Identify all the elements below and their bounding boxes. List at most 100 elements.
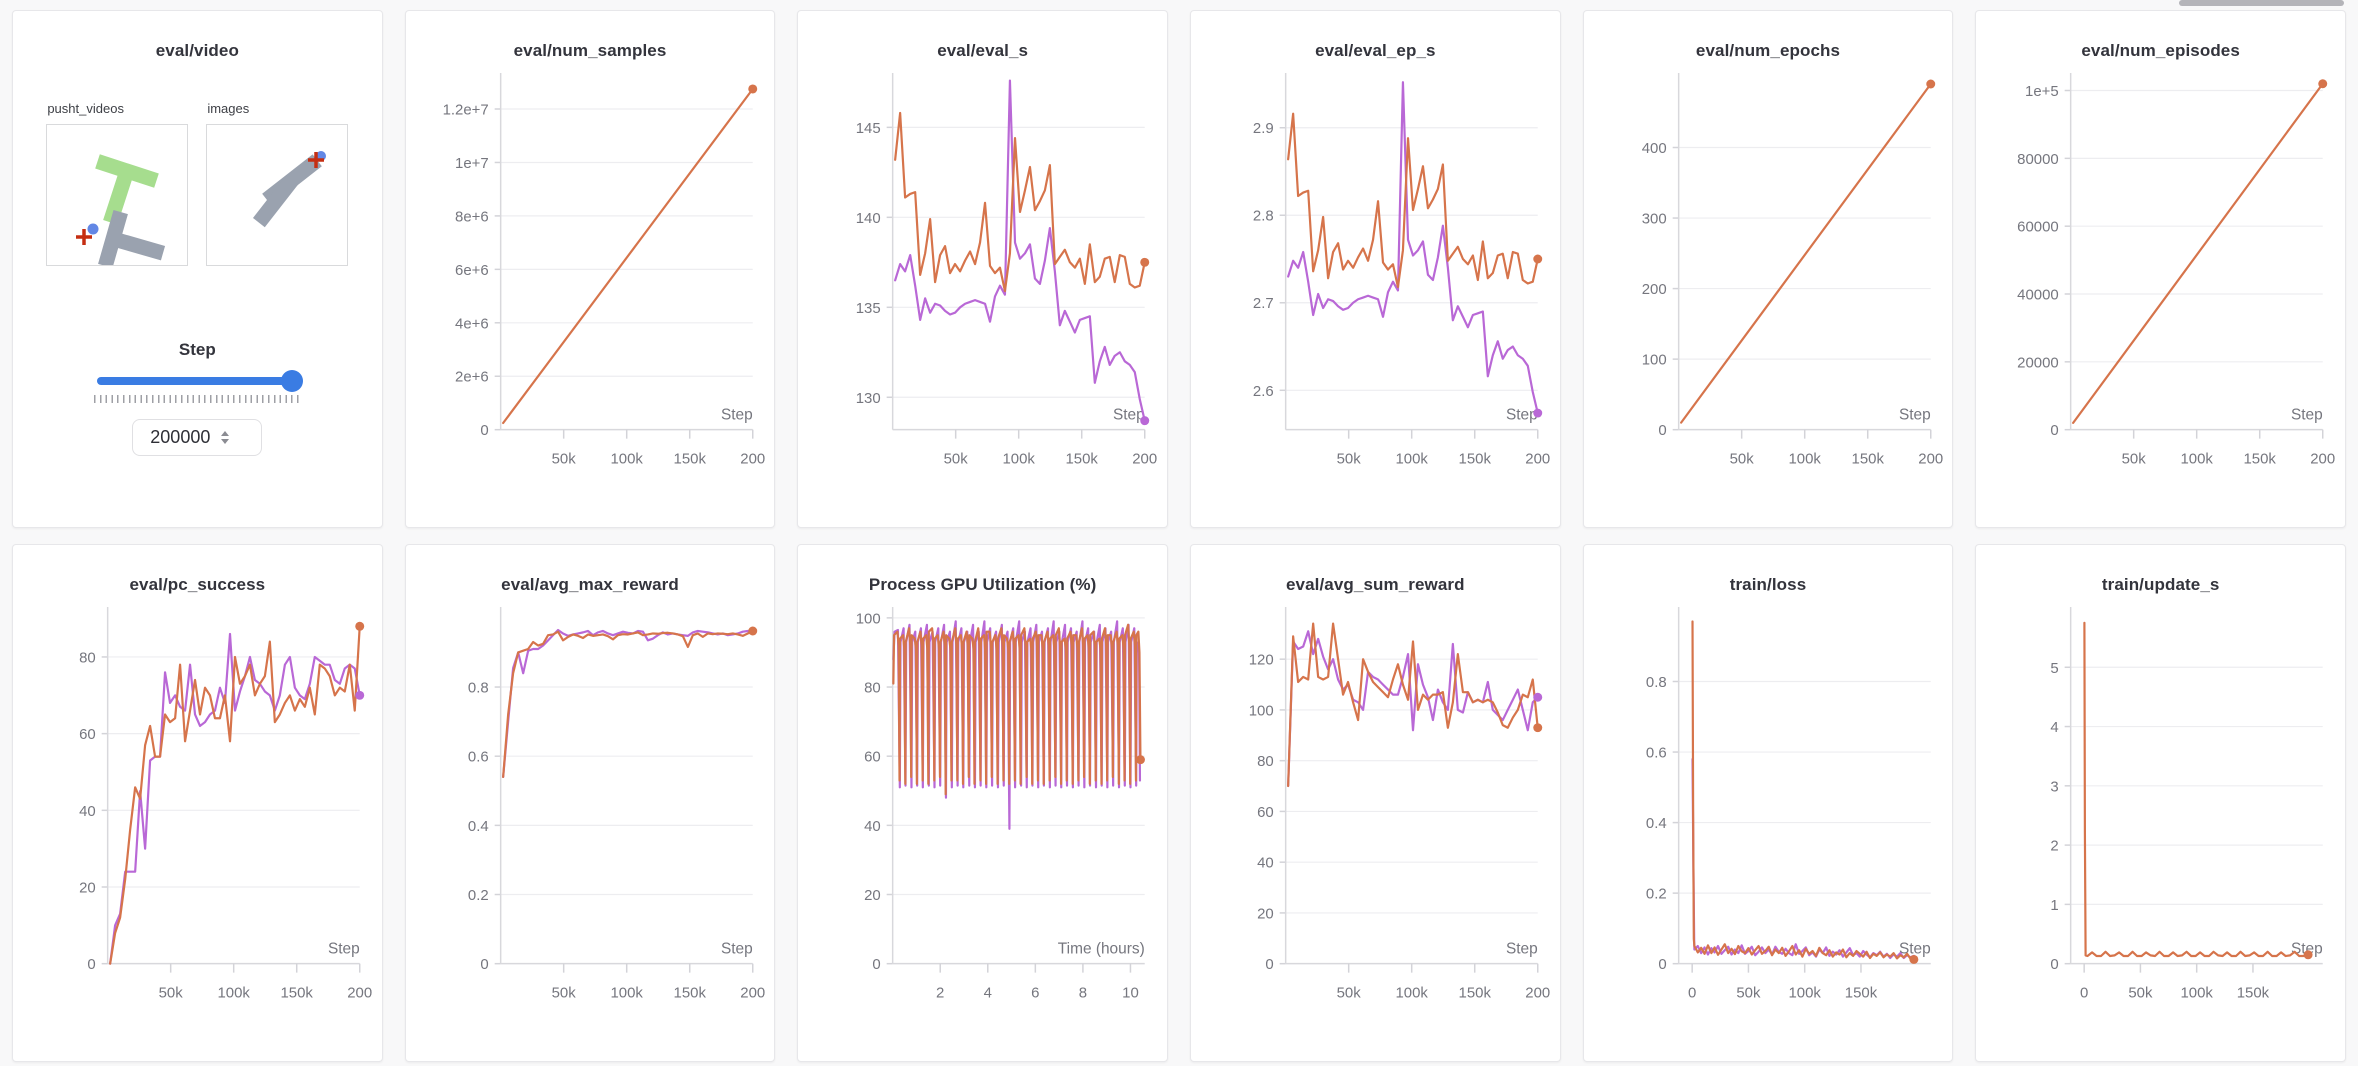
y-tick-label: 60000 (2017, 219, 2059, 236)
series-line-run-purple (501, 628, 754, 779)
series-line-run-purple (894, 79, 1147, 422)
x-tick-label: 150k (1459, 985, 1492, 1002)
chart-panel-eval-pc-success[interactable]: eval/pc_success 0 20 40 60 80 50k 100k 150k 200 St… (12, 544, 383, 1062)
x-tick-label: 2 (936, 985, 944, 1002)
y-tick-label: 0.6 (468, 749, 489, 766)
x-tick-label: 200 (1918, 451, 1943, 468)
x-tick-label: 10 (1122, 985, 1139, 1002)
chart-canvas-train-update-s: 0 1 2 3 4 5 0 50k 100k 150k Step (2051, 606, 2324, 1002)
media-panel-eval-video[interactable]: eval/video pusht_videos images (12, 10, 383, 528)
chart-title: eval/avg_max_reward (501, 575, 679, 594)
chart-panel-eval-num-epochs[interactable]: eval/num_epochs 0 100 200 300 400 50k 100k 150k 2… (1582, 10, 1954, 528)
chart-panel-eval-eval-s[interactable]: eval/eval_s 130 135 140 145 50k 100k 150k 200 Ste… (797, 10, 1168, 528)
y-tick-label: 300 (1641, 211, 1666, 228)
y-tick-label: 60 (1257, 804, 1274, 821)
y-tick-label: 135 (856, 300, 881, 317)
series-end-dot-run-orange (1140, 257, 1150, 267)
series-line-run-orange (1679, 82, 1932, 424)
x-tick-label: 100k (1395, 985, 1428, 1002)
step-input[interactable] (132, 419, 263, 456)
x-tick-label: 200 (1525, 985, 1550, 1002)
scrollbar-thumb[interactable] (2179, 0, 2344, 6)
y-tick-label: 2e+6 (455, 369, 489, 386)
x-tick-label: 50k (2122, 451, 2147, 468)
y-tick-label: 140 (856, 210, 881, 227)
images-thumbnail[interactable] (206, 124, 349, 266)
y-tick-label: 2.6 (1253, 383, 1274, 400)
step-slider[interactable] (97, 370, 304, 392)
y-tick-label: 40 (864, 818, 881, 835)
x-tick-label: 50k (1337, 451, 1362, 468)
series-line-run-orange (2072, 82, 2325, 424)
chart-canvas-eval-pc-success: 0 20 40 60 80 50k 100k 150k 200 Step (79, 606, 372, 1002)
x-tick-label: 0 (1688, 985, 1696, 1002)
series-line-run-orange (892, 623, 1142, 796)
chart-title: Process GPU Utilization (%) (868, 575, 1097, 594)
chart-panel-eval-num-episodes[interactable]: eval/num_episodes 0 20000 40000 60000 80000 1e… (1975, 10, 2346, 528)
y-tick-label: 0 (480, 956, 488, 973)
x-tick-label: 100k (2181, 985, 2214, 1002)
y-tick-label: 0 (1658, 956, 1666, 973)
y-tick-label: 0.4 (468, 818, 489, 835)
x-tick-label: 50k (1729, 451, 1754, 468)
y-tick-label: 80 (864, 680, 881, 697)
x-axis-label: Time (hours) (1058, 941, 1145, 958)
slider-track[interactable] (97, 377, 298, 385)
chart-panel-eval-num-samples[interactable]: eval/num_samples 0 2e+6 4e+6 6e+6 8e+6 1e+7 1.2… (404, 10, 776, 528)
y-tick-label: 20000 (2017, 354, 2059, 371)
series-line-run-orange (501, 629, 754, 779)
x-tick-label: 6 (1032, 985, 1040, 1002)
y-tick-label: 40 (1257, 855, 1274, 872)
x-tick-label: 50k (944, 451, 969, 468)
x-tick-label: 50k (159, 985, 184, 1002)
slider-thumb[interactable] (281, 370, 304, 392)
chart-panel-eval-avg-sum-reward[interactable]: eval/avg_sum_reward 0 20 40 60 80 100 120 50k 100… (1189, 544, 1561, 1062)
x-axis-label: Step (1506, 941, 1538, 958)
x-axis-label: Step (1113, 407, 1145, 424)
chart-title: eval/avg_sum_reward (1286, 575, 1465, 594)
series-end-dot-run-orange (747, 84, 757, 94)
y-tick-label: 2.7 (1253, 295, 1274, 312)
chart-canvas-eval-num-episodes: 0 20000 40000 60000 80000 1e+5 50k 100k 150k 200 S… (2017, 72, 2336, 468)
series-end-dot-run-purple (1140, 416, 1150, 426)
x-tick-label: 200 (740, 451, 765, 468)
y-tick-label: 6e+6 (455, 262, 489, 279)
agent-dot (87, 223, 99, 235)
chart-panel-eval-eval-ep-s[interactable]: eval/eval_ep_s 2.6 2.7 2.8 2.9 50k 100k 150k 200… (1189, 10, 1561, 528)
series-end-dot-run-orange (2303, 950, 2313, 960)
series-end-dot-run-orange (1533, 254, 1543, 264)
chart-title: train/loss (1729, 575, 1807, 594)
chart-panel-train-update-s[interactable]: train/update_s 0 1 2 3 4 5 0 50k 100k 150k Step (1975, 544, 2346, 1062)
y-tick-label: 0 (1658, 422, 1666, 439)
y-tick-label: 80000 (2017, 151, 2059, 168)
chart-panel-train-loss[interactable]: train/loss 0 0.2 0.4 0.6 0.8 0 50k 100k 150k Step (1582, 544, 1954, 1062)
y-tick-label: 200 (1641, 281, 1666, 298)
chart-panel-process-gpu-utilization[interactable]: Process GPU Utilization (%) 0 20 40 60 80 100 2… (797, 544, 1168, 1062)
chart-title: eval/num_episodes (2081, 41, 2240, 60)
y-tick-label: 0 (2051, 422, 2059, 439)
chart-canvas-eval-eval-ep-s: 2.6 2.7 2.8 2.9 50k 100k 150k 200 Step (1253, 72, 1550, 468)
x-tick-label: 4 (984, 985, 992, 1002)
y-tick-label: 40000 (2017, 286, 2059, 303)
series-line-run-orange (109, 625, 361, 965)
x-tick-label: 200 (2311, 451, 2336, 468)
stepper-up-icon[interactable] (221, 431, 230, 436)
stepper-down-icon[interactable] (221, 439, 230, 444)
chart-title: eval/num_epochs (1695, 41, 1841, 60)
series-end-dot-run-purple (1533, 692, 1543, 702)
y-tick-label: 8e+6 (455, 208, 489, 225)
x-tick-label: 0 (2080, 985, 2088, 1002)
y-tick-label: 0 (480, 422, 488, 439)
media-caption: images (207, 101, 250, 116)
series-line-run-purple (892, 620, 1142, 830)
x-tick-label: 200 (740, 985, 765, 1002)
chart-panel-eval-avg-max-reward[interactable]: eval/avg_max_reward 0 0.2 0.4 0.6 0.8 50k 100k 1… (404, 544, 776, 1062)
pusht-video-thumbnail[interactable] (46, 124, 189, 266)
x-axis-label: Step (1506, 407, 1538, 424)
x-tick-label: 150k (1844, 985, 1877, 1002)
chart-title: eval/pc_success (129, 575, 266, 594)
y-tick-label: 3 (2051, 778, 2059, 795)
step-value-input[interactable] (139, 427, 222, 448)
